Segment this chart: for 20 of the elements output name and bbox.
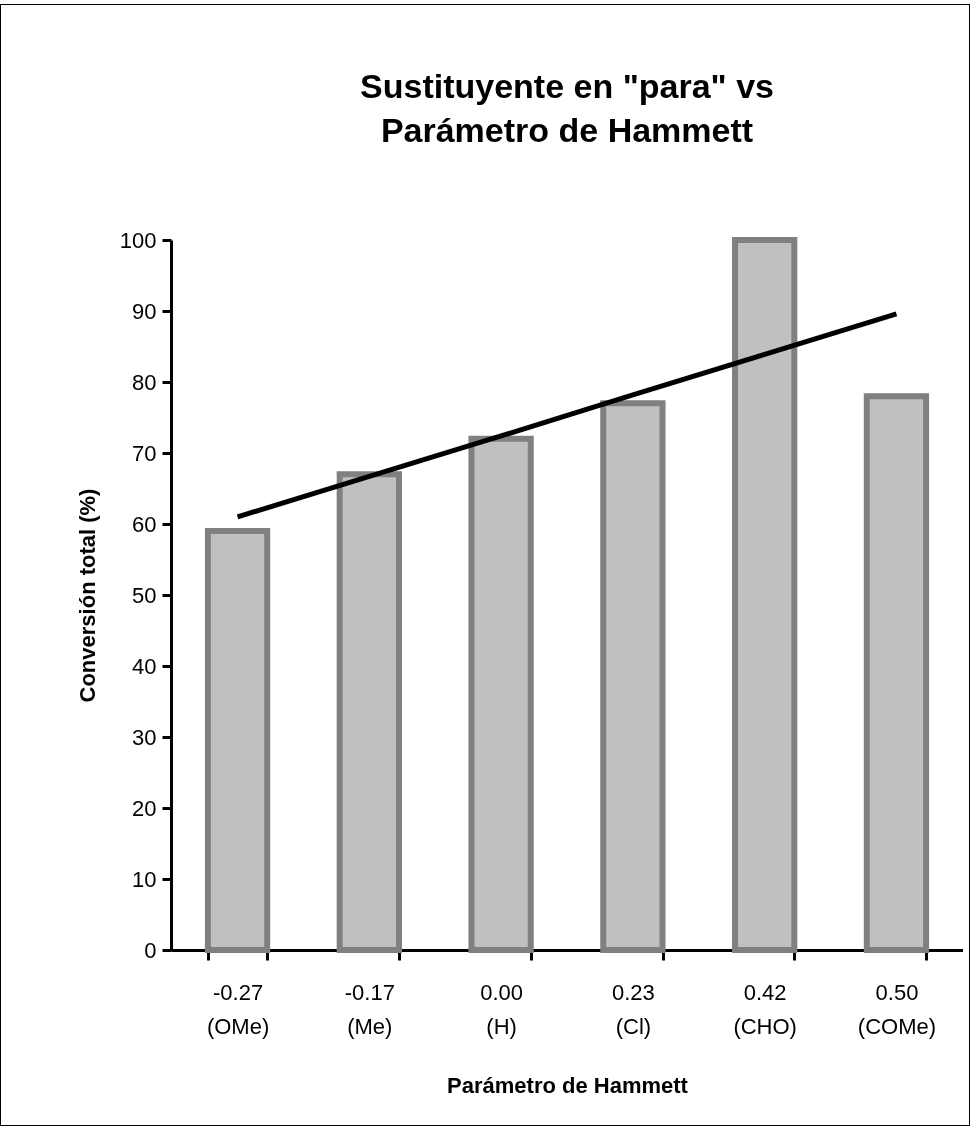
y-tick-label: 70 <box>132 440 157 466</box>
y-tick-label: 90 <box>132 298 157 324</box>
y-tick-label: 80 <box>132 369 157 395</box>
x-tick-label: -0.17 (Me) <box>344 979 395 1039</box>
y-tick-label: 30 <box>132 724 157 750</box>
x-tick-label: 0.42 (CHO) <box>733 979 797 1039</box>
x-axis-title: Parámetro de Hammett <box>447 1072 689 1098</box>
y-axis-title: Conversión total (%) <box>74 488 100 703</box>
y-tick-label: 100 <box>119 227 157 253</box>
y-tick-label: 50 <box>132 582 157 608</box>
y-tick-label: 20 <box>132 795 157 821</box>
x-tick-label: 0.50 (COMe) <box>857 979 937 1039</box>
y-tick-label: 0 <box>144 937 157 963</box>
x-tick-label: -0.27 (OMe) <box>206 979 270 1039</box>
chart-title: Sustituyente en "para" vs Parámetro de Hammett <box>360 67 774 149</box>
x-tick-label: 0.00 (H) <box>480 979 524 1039</box>
x-tick-label: 0.23 (Cl) <box>611 979 655 1039</box>
y-tick-label: 60 <box>132 511 157 537</box>
y-tick-label: 10 <box>132 866 157 892</box>
y-tick-label: 40 <box>132 653 157 679</box>
